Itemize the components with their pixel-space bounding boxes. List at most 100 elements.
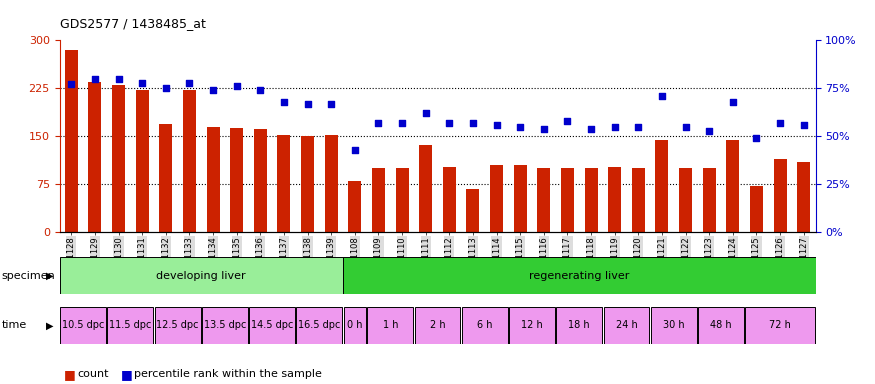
- Point: [159, 85, 173, 91]
- Bar: [60, 307, 106, 344]
- Text: 12 h: 12 h: [522, 320, 542, 331]
- Bar: [368, 307, 413, 344]
- Bar: [679, 168, 692, 232]
- Text: 11.5 dpc: 11.5 dpc: [109, 320, 151, 331]
- Bar: [155, 307, 200, 344]
- Bar: [726, 139, 739, 232]
- Point: [348, 147, 362, 153]
- Point: [750, 135, 764, 141]
- Text: time: time: [2, 320, 27, 331]
- Text: 14.5 dpc: 14.5 dpc: [251, 320, 293, 331]
- Text: 2 h: 2 h: [430, 320, 445, 331]
- Bar: [60, 257, 343, 294]
- Text: 13.5 dpc: 13.5 dpc: [204, 320, 246, 331]
- Bar: [746, 307, 815, 344]
- Bar: [372, 168, 385, 232]
- Point: [112, 76, 126, 82]
- Point: [65, 81, 79, 88]
- Bar: [466, 189, 480, 232]
- Bar: [514, 165, 527, 232]
- Bar: [108, 307, 153, 344]
- Point: [703, 127, 717, 134]
- Bar: [88, 82, 102, 232]
- Text: developing liver: developing liver: [157, 270, 246, 281]
- Point: [254, 87, 268, 93]
- Point: [277, 99, 291, 105]
- Point: [419, 110, 433, 116]
- Bar: [509, 307, 555, 344]
- Text: 1 h: 1 h: [382, 320, 398, 331]
- Point: [206, 87, 220, 93]
- Bar: [604, 307, 649, 344]
- Bar: [698, 307, 744, 344]
- Point: [230, 83, 244, 89]
- Bar: [632, 168, 645, 232]
- Bar: [462, 307, 507, 344]
- Point: [514, 124, 528, 130]
- Text: 30 h: 30 h: [663, 320, 684, 331]
- Bar: [419, 145, 432, 232]
- Bar: [774, 159, 787, 232]
- Bar: [343, 257, 816, 294]
- Point: [774, 120, 788, 126]
- Point: [490, 122, 504, 128]
- Point: [537, 126, 551, 132]
- Text: specimen: specimen: [2, 270, 55, 281]
- Text: percentile rank within the sample: percentile rank within the sample: [134, 369, 322, 379]
- Point: [443, 120, 457, 126]
- Bar: [415, 307, 460, 344]
- Text: 16.5 dpc: 16.5 dpc: [298, 320, 340, 331]
- Bar: [159, 124, 172, 232]
- Bar: [443, 167, 456, 232]
- Text: 72 h: 72 h: [769, 320, 791, 331]
- Point: [726, 99, 740, 105]
- Bar: [396, 168, 409, 232]
- Bar: [561, 168, 574, 232]
- Bar: [249, 307, 295, 344]
- Bar: [750, 186, 763, 232]
- Point: [797, 122, 811, 128]
- Text: 18 h: 18 h: [569, 320, 590, 331]
- Text: GDS2577 / 1438485_at: GDS2577 / 1438485_at: [60, 17, 206, 30]
- Bar: [202, 307, 248, 344]
- Text: 6 h: 6 h: [477, 320, 493, 331]
- Point: [679, 124, 693, 130]
- Bar: [183, 90, 196, 232]
- Text: count: count: [77, 369, 108, 379]
- Point: [396, 120, 410, 126]
- Point: [136, 79, 150, 86]
- Bar: [206, 127, 220, 232]
- Text: 0 h: 0 h: [347, 320, 362, 331]
- Text: ▶: ▶: [46, 270, 53, 281]
- Point: [608, 124, 622, 130]
- Point: [301, 101, 315, 107]
- Point: [88, 76, 102, 82]
- Bar: [651, 307, 696, 344]
- Bar: [584, 168, 598, 232]
- Bar: [112, 85, 125, 232]
- Text: 12.5 dpc: 12.5 dpc: [157, 320, 199, 331]
- Bar: [556, 307, 602, 344]
- Point: [584, 126, 598, 132]
- Bar: [136, 90, 149, 232]
- Bar: [230, 128, 243, 232]
- Bar: [297, 307, 342, 344]
- Bar: [254, 129, 267, 232]
- Text: regenerating liver: regenerating liver: [529, 270, 629, 281]
- Bar: [348, 181, 361, 232]
- Point: [183, 79, 197, 86]
- Text: ■: ■: [64, 368, 75, 381]
- Bar: [797, 162, 810, 232]
- Bar: [608, 167, 621, 232]
- Bar: [277, 135, 290, 232]
- Point: [466, 120, 480, 126]
- Point: [561, 118, 575, 124]
- Bar: [65, 50, 78, 232]
- Point: [632, 124, 646, 130]
- Bar: [344, 307, 366, 344]
- Point: [655, 93, 669, 99]
- Text: ■: ■: [121, 368, 132, 381]
- Bar: [537, 168, 550, 232]
- Text: 24 h: 24 h: [616, 320, 637, 331]
- Bar: [655, 139, 668, 232]
